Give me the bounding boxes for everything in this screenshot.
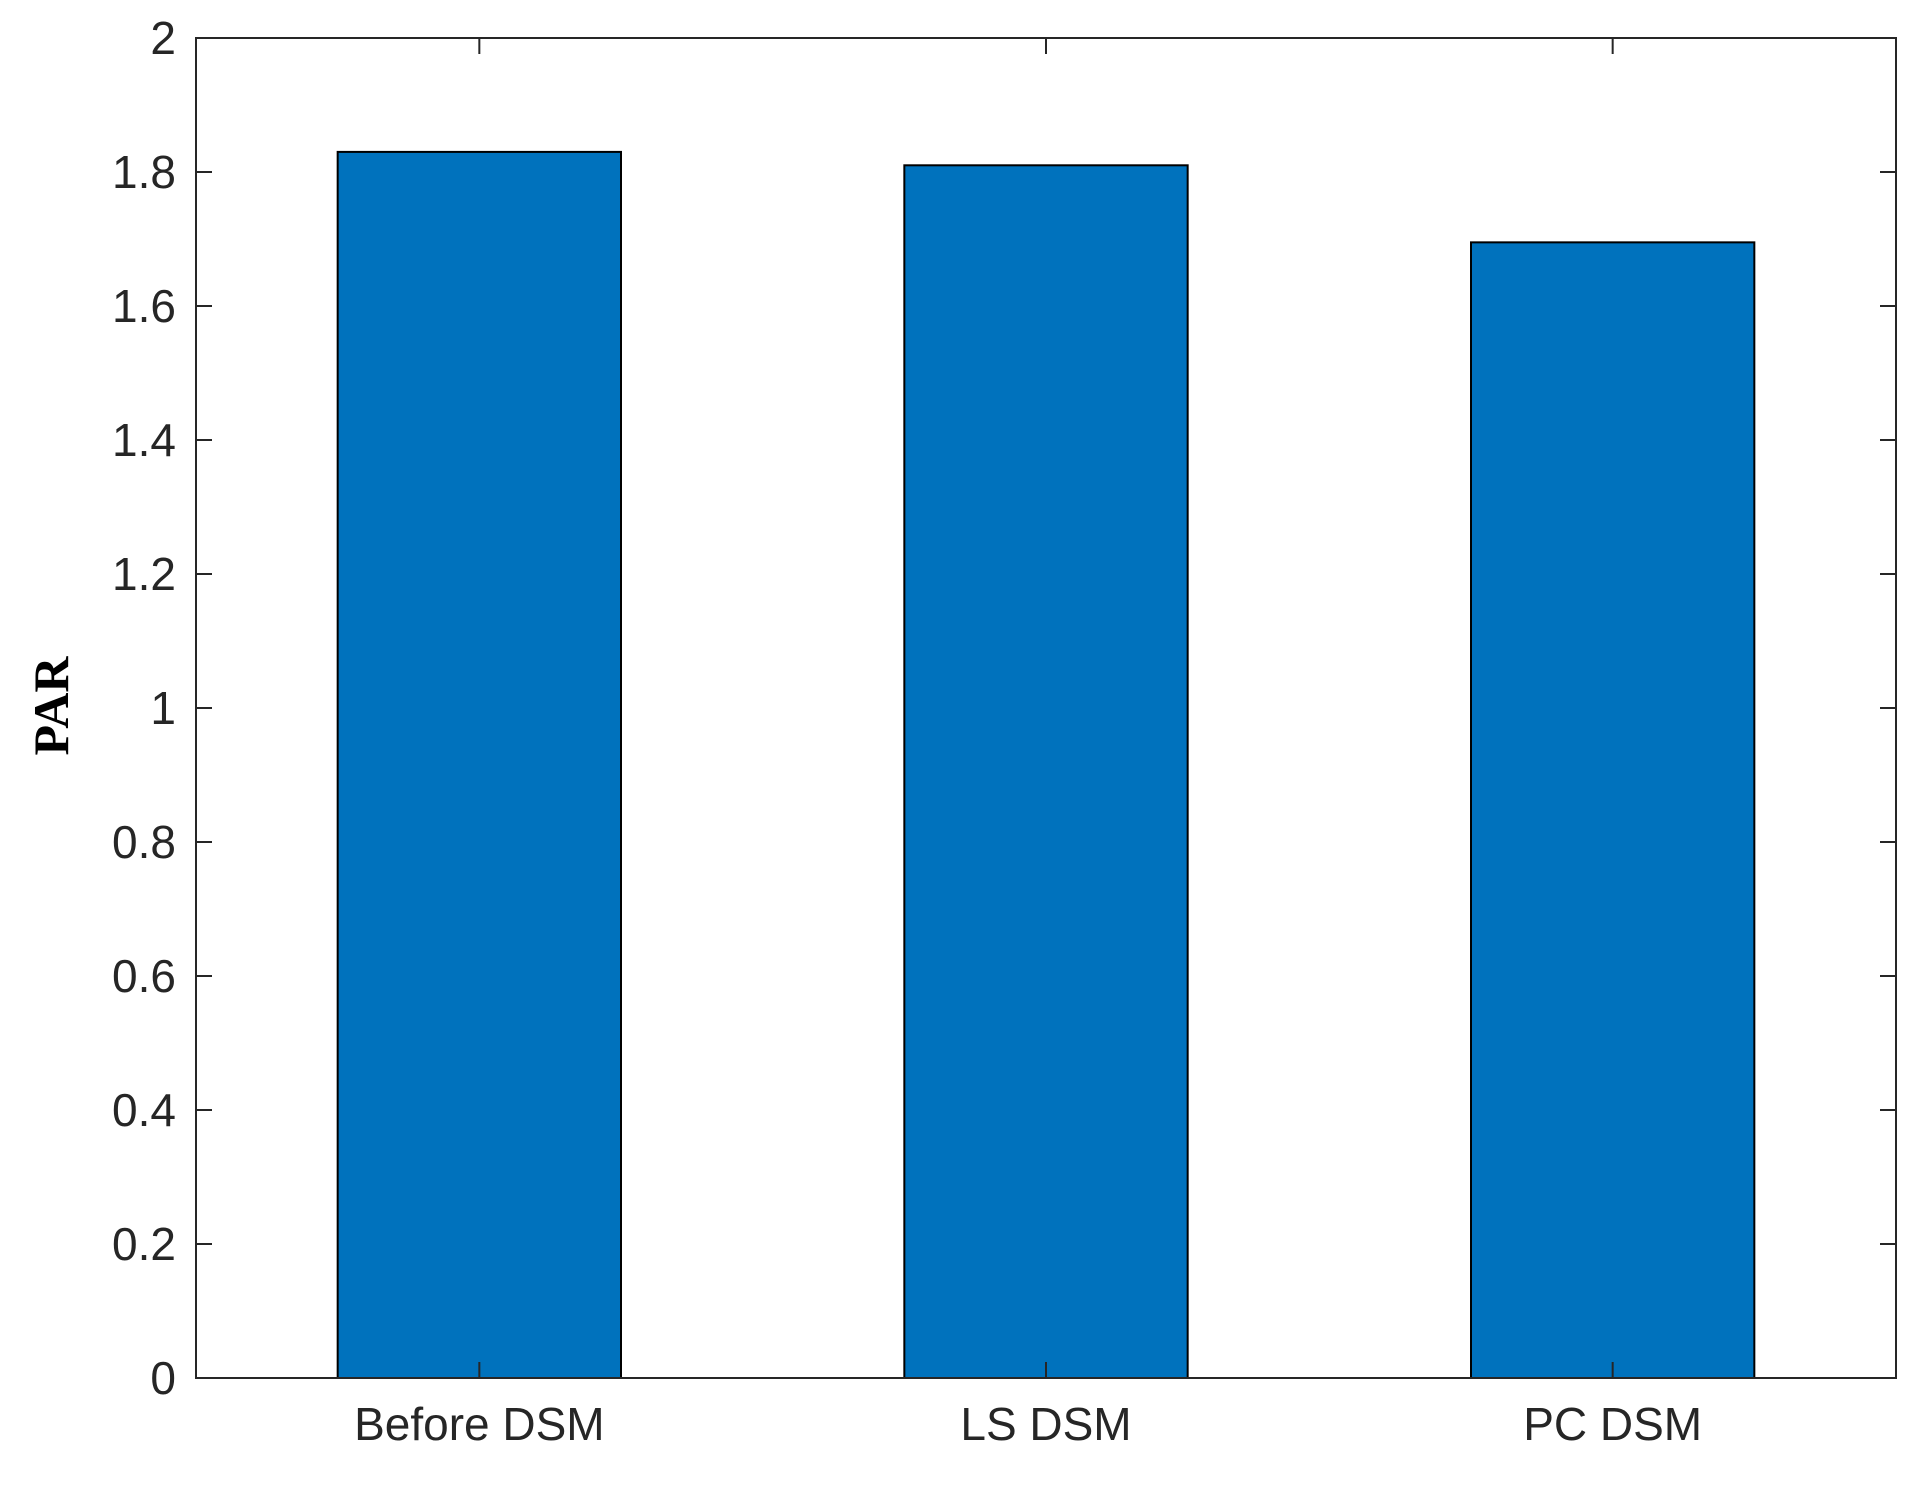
x-tick-label: LS DSM: [960, 1398, 1131, 1450]
y-tick-label: 0.8: [112, 816, 176, 868]
bars-layer: [336, 150, 1756, 1380]
y-tick-label: 2: [150, 12, 176, 64]
y-tick-label: 1.8: [112, 146, 176, 198]
x-tick-label: PC DSM: [1523, 1398, 1702, 1450]
y-axis-label: PAR: [23, 656, 79, 756]
ticks-layer: [196, 37, 1896, 1379]
y-tick-label: 1.6: [112, 280, 176, 332]
y-tick-label: 1.2: [112, 548, 176, 600]
bar-ls-dsm: [903, 164, 1189, 1379]
y-tick-label: 0.6: [112, 950, 176, 1002]
bar-pc-dsm: [1470, 241, 1756, 1380]
y-tick-label: 1.4: [112, 414, 176, 466]
bar-before-dsm: [336, 150, 622, 1379]
y-tick-label: 0.4: [112, 1084, 176, 1136]
y-tick-label: 0.2: [112, 1218, 176, 1270]
labels-layer: 0 0.2 0.4 0.6 0.8 1 1.2 1.4 1.6 1.8 2 Before DSM LS …: [112, 12, 1702, 1450]
y-tick-label: 0: [150, 1352, 176, 1404]
y-tick-label: 1: [150, 682, 176, 734]
x-tick-label: Before DSM: [354, 1398, 605, 1450]
